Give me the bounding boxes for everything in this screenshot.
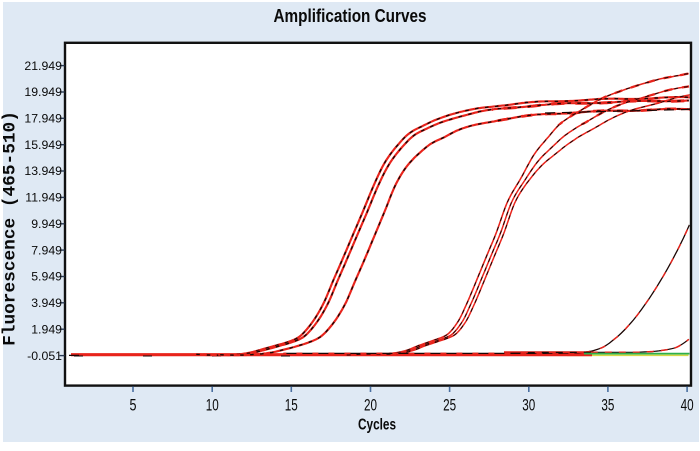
svg-text:1.949: 1.949 (31, 322, 62, 336)
svg-text:15: 15 (285, 397, 298, 415)
svg-text:15.949: 15.949 (24, 138, 62, 152)
svg-text:Amplification Curves: Amplification Curves (274, 5, 427, 26)
svg-text:11.949: 11.949 (25, 191, 62, 205)
svg-text:21.949: 21.949 (24, 59, 62, 73)
svg-text:20: 20 (364, 397, 377, 415)
svg-text:25: 25 (443, 397, 456, 415)
svg-text:30: 30 (522, 397, 535, 415)
svg-text:10: 10 (206, 397, 219, 415)
svg-text:-0.051: -0.051 (27, 349, 62, 363)
svg-text:Fluorescence (465-510): Fluorescence (465-510) (1, 111, 21, 346)
svg-text:17.949: 17.949 (24, 112, 62, 126)
svg-text:13.949: 13.949 (24, 164, 62, 178)
svg-text:9.949: 9.949 (31, 217, 62, 231)
svg-text:7.949: 7.949 (31, 243, 62, 257)
svg-text:40: 40 (681, 397, 694, 415)
svg-text:19.949: 19.949 (24, 85, 62, 99)
svg-text:5: 5 (130, 397, 137, 415)
svg-text:35: 35 (601, 397, 614, 415)
svg-text:Cycles: Cycles (358, 417, 396, 434)
svg-text:3.949: 3.949 (31, 296, 62, 310)
svg-text:5.949: 5.949 (31, 270, 62, 284)
